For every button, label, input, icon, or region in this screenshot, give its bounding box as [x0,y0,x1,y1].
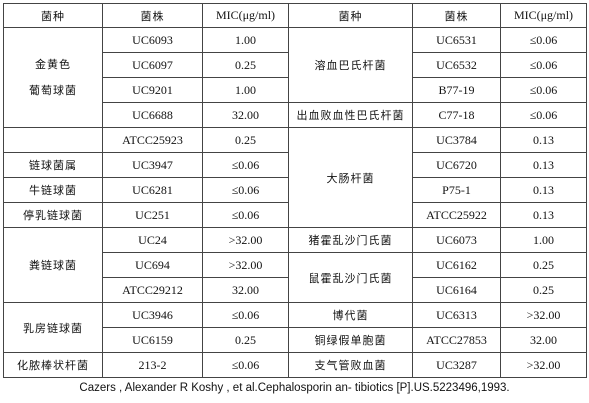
strain-cell: UC9201 [102,77,203,103]
mic-cell: ≤0.06 [202,352,289,378]
mic-cell: ≤0.06 [202,302,289,328]
species-cell: 溶血巴氏杆菌 [288,27,413,103]
species-cell: 鼠霍乱沙门氏菌 [288,252,413,303]
header-strain: 菌株 [412,3,501,28]
species-cell: 化脓棒状杆菌 [3,352,103,378]
strain-cell: ATCC25923 [102,127,203,153]
table-row: 金黄色 葡萄球菌 UC6093 1.00 溶血巴氏杆菌 UC6531 ≤0.06 [3,27,587,128]
header-strain: 菌株 [102,3,203,28]
mic-cell: 32.00 [500,327,587,353]
header-mic: MIC(μg/ml) [500,3,587,28]
species-cell: 链球菌属 [3,152,103,178]
mic-cell: ≤0.06 [500,77,587,103]
mic-table: 菌种 菌株 MIC(μg/ml) 菌种 菌株 MIC(μg/ml) 金黄色 葡萄… [3,3,587,378]
strain-cell: UC3947 [102,152,203,178]
table-row: 粪链球菌 UC24 >32.00 猪霍乱沙门氏菌 UC6073 1.00 [3,227,587,303]
strain-cell: UC24 [102,227,203,253]
strain-cell: UC6281 [102,177,203,203]
species-cell: 停乳链球菌 [3,202,103,228]
species-cell: 博代菌 [288,302,413,328]
species-cell: 猪霍乱沙门氏菌 [288,227,413,253]
mic-cell: 0.25 [202,127,289,153]
strain-cell: UC6720 [412,152,501,178]
mic-cell: ≤0.06 [500,102,587,128]
mic-cell: 0.13 [500,202,587,228]
mic-cell: 1.00 [202,27,289,53]
mic-cell: 0.25 [202,327,289,353]
mic-cell: ≤0.06 [202,152,289,178]
species-cell: 支气管败血菌 [288,352,413,378]
mic-cell: >32.00 [202,252,289,278]
species-label-line1: 金黄色 [35,57,71,71]
strain-cell: UC6688 [102,102,203,128]
strain-cell: UC6532 [412,52,501,78]
table-header-row: 菌种 菌株 MIC(μg/ml) 菌种 菌株 MIC(μg/ml) [3,3,587,28]
table-row: 乳房链球菌 UC3946 ≤0.06 博代菌 UC6313 >32.00 [3,302,587,353]
strain-cell: UC6162 [412,252,501,278]
table-row: 牛链球菌 UC6281 ≤0.06 P75-1 0.13 [3,177,587,203]
mic-cell: >32.00 [500,352,587,378]
mic-cell: 1.00 [202,77,289,103]
mic-cell: 0.25 [202,52,289,78]
strain-cell: ATCC29212 [102,277,203,303]
strain-cell: ATCC25922 [412,202,501,228]
mic-cell: ≤0.06 [500,27,587,53]
strain-cell: ATCC27853 [412,327,501,353]
mic-cell: >32.00 [202,227,289,253]
table-row: 停乳链球菌 UC251 ≤0.06 ATCC25922 0.13 [3,202,587,228]
species-cell: 出血败血性巴氏杆菌 [288,102,413,128]
mic-cell: >32.00 [500,302,587,328]
mic-cell: 0.13 [500,127,587,153]
mic-cell: 0.25 [500,252,587,278]
species-cell-empty [3,127,103,153]
table-row: ATCC25923 0.25 大肠杆菌 UC3784 0.13 [3,127,587,228]
species-cell: 铜绿假单胞菌 [288,327,413,353]
mic-cell: ≤0.06 [202,177,289,203]
strain-cell: UC6531 [412,27,501,53]
strain-cell: UC694 [102,252,203,278]
mic-cell: 0.13 [500,177,587,203]
strain-cell: C77-18 [412,102,501,128]
strain-cell: UC6073 [412,227,501,253]
strain-cell: UC6093 [102,27,203,53]
table-row: 化脓棒状杆菌 213-2 ≤0.06 支气管败血菌 UC3287 >32.00 [3,352,587,378]
mic-cell: 0.13 [500,152,587,178]
strain-cell: UC3946 [102,302,203,328]
species-cell: 粪链球菌 [3,227,103,303]
mic-table-container: 菌种 菌株 MIC(μg/ml) 菌种 菌株 MIC(μg/ml) 金黄色 葡萄… [3,3,587,378]
strain-cell: B77-19 [412,77,501,103]
species-cell: 乳房链球菌 [3,302,103,353]
mic-cell: 32.00 [202,277,289,303]
strain-cell: UC3287 [412,352,501,378]
strain-cell: P75-1 [412,177,501,203]
strain-cell: UC6164 [412,277,501,303]
table-row: UC6097 0.25 UC6532 ≤0.06 [4,52,587,78]
header-species: 菌种 [288,3,413,28]
table-row: UC9201 1.00 B77-19 ≤0.06 [4,77,587,103]
species-cell: 大肠杆菌 [288,127,413,228]
table-row: UC694 >32.00 鼠霍乱沙门氏菌 UC6162 0.25 [4,252,587,303]
citation-caption: Cazers , Alexander R Koshy , et al.Cepha… [79,382,510,394]
mic-cell: 32.00 [202,102,289,128]
strain-cell: UC6159 [102,327,203,353]
header-species: 菌种 [3,3,103,28]
species-cell: 牛链球菌 [3,177,103,203]
strain-cell: 213-2 [102,352,203,378]
table-row: UC6159 0.25 铜绿假单胞菌 ATCC27853 32.00 [4,327,587,353]
mic-cell: ≤0.06 [500,52,587,78]
mic-cell: 1.00 [500,227,587,253]
mic-cell: 0.25 [500,277,587,303]
strain-cell: UC6097 [102,52,203,78]
strain-cell: UC3784 [412,127,501,153]
table-row: UC6688 32.00 出血败血性巴氏杆菌 C77-18 ≤0.06 [4,102,587,128]
header-mic: MIC(μg/ml) [202,3,289,28]
table-row: 链球菌属 UC3947 ≤0.06 UC6720 0.13 [3,152,587,178]
strain-cell: UC251 [102,202,203,228]
mic-cell: ≤0.06 [202,202,289,228]
strain-cell: UC6313 [412,302,501,328]
species-label-line2: 葡萄球菌 [29,83,77,97]
species-cell: 金黄色 葡萄球菌 [3,27,103,128]
